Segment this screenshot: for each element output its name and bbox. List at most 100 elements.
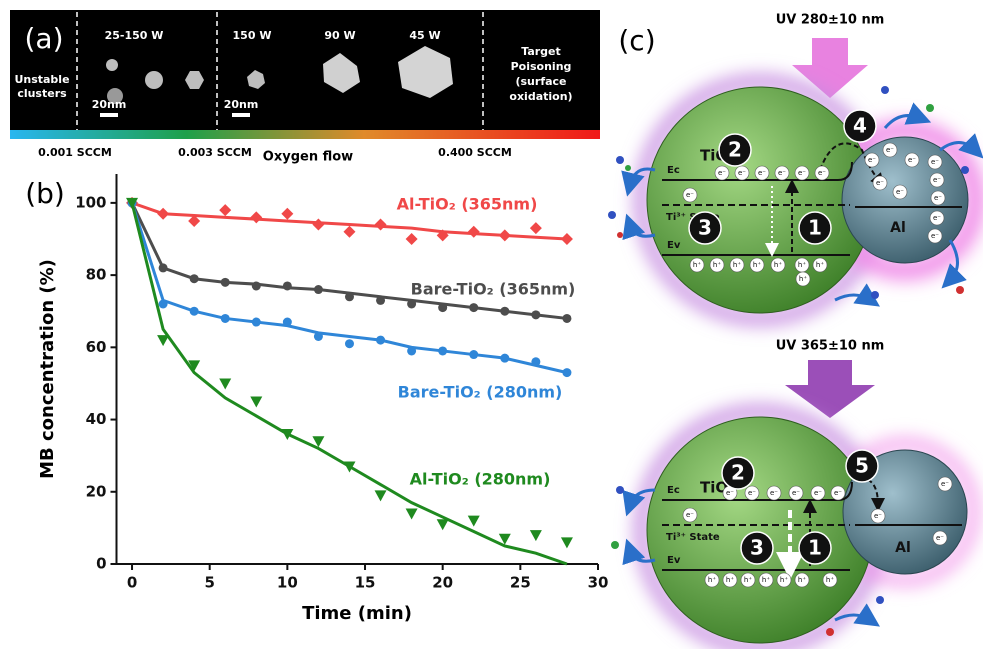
data-point: [219, 378, 231, 389]
data-point: [190, 274, 199, 283]
flow-tick: 0.003 SCCM: [178, 146, 252, 159]
flow-colorbar: [10, 130, 600, 139]
uv-label: UV 365±10 nm: [776, 339, 885, 354]
data-point: [406, 508, 418, 519]
carrier-label: e⁻: [792, 489, 800, 497]
page: Figure body { margin: 0; background: #ff…: [0, 0, 983, 649]
ev-label: Ev: [667, 240, 681, 251]
data-point: [469, 350, 478, 359]
y-tick-label: 20: [86, 482, 107, 500]
scale-bar: [100, 113, 118, 117]
panel-label: (a): [24, 22, 63, 55]
data-point: [314, 332, 323, 341]
carrier-label: e⁻: [718, 169, 726, 177]
carrier-label: h⁺: [733, 261, 741, 269]
panel-a: (a) Unstable clusters 25-150 W 150 W 90 …: [10, 10, 600, 165]
panel-label: (b): [25, 177, 65, 210]
data-point: [157, 208, 169, 220]
carrier-label: e⁻: [931, 158, 939, 166]
data-point: [530, 530, 542, 541]
scale-bar: [232, 113, 250, 117]
data-point: [159, 300, 168, 309]
data-point: [250, 397, 262, 408]
region-label: Target: [521, 45, 561, 58]
y-axis-title: MB concentration (%): [37, 259, 58, 479]
series-label: Bare-TiO₂ (365nm): [411, 280, 576, 299]
data-point: [343, 226, 355, 238]
region-label: Poisoning: [511, 60, 572, 73]
step-number: 1: [808, 536, 822, 560]
data-point: [221, 314, 230, 323]
data-point: [500, 307, 509, 316]
data-point: [438, 346, 447, 355]
al-label: Al: [890, 220, 906, 236]
data-point: [562, 368, 571, 377]
x-tick-label: 20: [432, 574, 453, 592]
step-number: 4: [853, 114, 867, 138]
uv-label: UV 280±10 nm: [776, 13, 885, 28]
data-point: [468, 516, 480, 527]
y-tick-label: 0: [96, 555, 106, 573]
carrier-label: e⁻: [686, 511, 694, 519]
carrier-label: h⁺: [726, 576, 734, 584]
carrier-label: h⁺: [774, 261, 782, 269]
power-label: 45 W: [409, 29, 440, 42]
al-sphere: [842, 137, 968, 263]
carrier-label: e⁻: [908, 156, 916, 164]
carrier-label: e⁻: [726, 489, 734, 497]
panel-c: (c) UV 280±10 nm UV 365±10 nm TiO₂ Al Ec…: [608, 13, 975, 649]
data-point: [345, 292, 354, 301]
data-point: [437, 519, 449, 530]
data-point: [500, 354, 509, 363]
carrier-label: h⁺: [798, 576, 806, 584]
uv-arrow: [785, 360, 875, 418]
data-point: [345, 339, 354, 348]
data-point: [157, 335, 169, 346]
series-label: Bare-TiO₂ (280nm): [398, 383, 563, 402]
flow-tick: 0.400 SCCM: [438, 146, 512, 159]
x-tick-label: 30: [588, 574, 609, 592]
carrier-label: e⁻: [686, 191, 694, 199]
carrier-label: e⁻: [770, 489, 778, 497]
carrier-label: e⁻: [814, 489, 822, 497]
step-number: 2: [731, 461, 745, 485]
carrier-label: h⁺: [816, 261, 824, 269]
carrier-label: h⁺: [693, 261, 701, 269]
data-point: [407, 300, 416, 309]
tio2-sphere: [647, 417, 873, 643]
x-tick-label: 15: [355, 574, 376, 592]
carrier-label: e⁻: [934, 194, 942, 202]
data-point: [219, 204, 231, 216]
y-tick-label: 80: [86, 266, 107, 284]
data-point: [250, 211, 262, 223]
step-number: 1: [808, 216, 822, 240]
power-label: 25-150 W: [105, 29, 164, 42]
ti3-label: Ti³⁺ State: [666, 532, 720, 543]
data-point: [562, 314, 571, 323]
carrier-label: e⁻: [933, 176, 941, 184]
carrier-label: e⁻: [758, 169, 766, 177]
data-point: [376, 296, 385, 305]
scale-label: 20nm: [92, 98, 127, 111]
carrier-label: e⁻: [834, 489, 842, 497]
data-point: [252, 318, 261, 327]
carrier-label: h⁺: [753, 261, 761, 269]
data-point: [283, 318, 292, 327]
data-point: [561, 233, 573, 245]
data-point: [407, 346, 416, 355]
y-tick-label: 100: [75, 193, 106, 211]
al-label: Al: [895, 540, 911, 556]
x-tick-label: 25: [510, 574, 531, 592]
carrier-label: e⁻: [886, 146, 894, 154]
data-point: [561, 537, 573, 548]
tio2-sphere: [647, 87, 873, 313]
power-label: 90 W: [324, 29, 355, 42]
data-point: [438, 303, 447, 312]
carrier-label: e⁻: [748, 489, 756, 497]
series-label: Al-TiO₂ (280nm): [410, 470, 551, 489]
power-label: 150 W: [233, 29, 272, 42]
data-point: [159, 263, 168, 272]
series-label: Al-TiO₂ (365nm): [397, 195, 538, 214]
x-tick-label: 0: [127, 574, 137, 592]
